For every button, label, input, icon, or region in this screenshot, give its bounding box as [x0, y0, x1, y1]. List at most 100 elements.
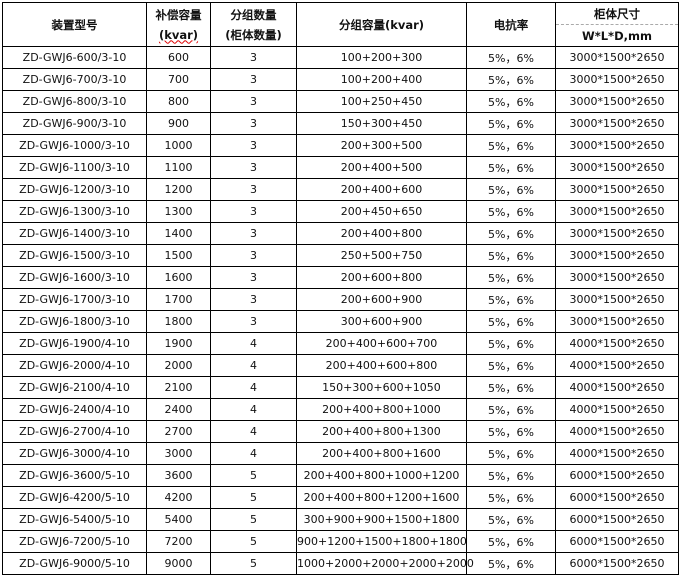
table-row: ZD-GWJ6-2700/4-10 2700 4 200+400+800+1300 5%… — [2, 420, 679, 443]
cell-model: ZD-GWJ6-600/3-10 — [2, 46, 147, 69]
table-row: ZD-GWJ6-1300/3-10 1300 3 200+450+650 5%，6% 30… — [2, 200, 679, 223]
cell-groups: 5 — [210, 486, 297, 509]
cell-group-capacity: 150+300+600+1050 — [296, 376, 467, 399]
cell-reactance: 5%，6% — [466, 68, 556, 91]
cell-model: ZD-GWJ6-7200/5-10 — [2, 530, 147, 553]
table-row: ZD-GWJ6-1000/3-10 1000 3 200+300+500 5%，6% 30… — [2, 134, 679, 157]
cell-reactance: 5%，6% — [466, 244, 556, 267]
table-row: ZD-GWJ6-1600/3-10 1600 3 200+600+800 5%，6% 30… — [2, 266, 679, 289]
cell-groups: 3 — [210, 156, 297, 179]
cell-model: ZD-GWJ6-2100/4-10 — [2, 376, 147, 399]
cell-group-capacity: 200+400+800+1000 — [296, 398, 467, 421]
cell-reactance: 5%，6% — [466, 354, 556, 377]
cell-cabinet-size: 6000*1500*2650 — [555, 552, 679, 575]
cell-cabinet-size: 3000*1500*2650 — [555, 178, 679, 201]
cell-cabinet-size: 6000*1500*2650 — [555, 464, 679, 487]
cell-cabinet-size: 4000*1500*2650 — [555, 420, 679, 443]
cell-cabinet-size: 3000*1500*2650 — [555, 288, 679, 311]
cell-cabinet-size: 3000*1500*2650 — [555, 156, 679, 179]
cell-groups: 5 — [210, 552, 297, 575]
table-row: ZD-GWJ6-7200/5-10 7200 5 900+1200+1500+1800… — [2, 530, 679, 553]
cell-reactance: 5%，6% — [466, 508, 556, 531]
cell-groups: 3 — [210, 244, 297, 267]
cell-reactance: 5%，6% — [466, 530, 556, 553]
cell-reactance: 5%，6% — [466, 288, 556, 311]
cell-group-capacity: 100+250+450 — [296, 90, 467, 113]
table-row: ZD-GWJ6-1100/3-10 1100 3 200+400+500 5%，6% 30… — [2, 156, 679, 179]
cell-model: ZD-GWJ6-700/3-10 — [2, 68, 147, 91]
cell-cabinet-size: 3000*1500*2650 — [555, 200, 679, 223]
cell-capacity: 1800 — [146, 310, 211, 333]
cell-group-capacity: 200+450+650 — [296, 200, 467, 223]
cell-groups: 3 — [210, 310, 297, 333]
cell-capacity: 1500 — [146, 244, 211, 267]
cell-group-capacity: 900+1200+1500+1800+1800 — [296, 530, 467, 553]
cell-reactance: 5%，6% — [466, 156, 556, 179]
cell-reactance: 5%，6% — [466, 112, 556, 135]
table-row: ZD-GWJ6-3600/5-10 3600 5 200+400+800+1000+1… — [2, 464, 679, 487]
cell-capacity: 4200 — [146, 486, 211, 509]
cell-groups: 3 — [210, 90, 297, 113]
cell-reactance: 5%，6% — [466, 310, 556, 333]
cell-reactance: 5%，6% — [466, 90, 556, 113]
header-reactance: 电抗率 — [466, 2, 556, 47]
cell-capacity: 800 — [146, 90, 211, 113]
cell-model: ZD-GWJ6-1800/3-10 — [2, 310, 147, 333]
cell-group-capacity: 200+400+600+700 — [296, 332, 467, 355]
cell-model: ZD-GWJ6-2700/4-10 — [2, 420, 147, 443]
cell-groups: 3 — [210, 46, 297, 69]
cell-group-capacity: 200+600+900 — [296, 288, 467, 311]
table-row: ZD-GWJ6-2400/4-10 2400 4 200+400+800+1000 5%… — [2, 398, 679, 421]
cell-capacity: 1600 — [146, 266, 211, 289]
table-row: ZD-GWJ6-2000/4-10 2000 4 200+400+600+800 5%，… — [2, 354, 679, 377]
cell-group-capacity: 200+400+800+1200+1600 — [296, 486, 467, 509]
cell-model: ZD-GWJ6-9000/5-10 — [2, 552, 147, 575]
cell-model: ZD-GWJ6-1500/3-10 — [2, 244, 147, 267]
cell-capacity: 1200 — [146, 178, 211, 201]
table-row: ZD-GWJ6-2100/4-10 2100 4 150+300+600+1050 5%… — [2, 376, 679, 399]
cell-capacity: 2000 — [146, 354, 211, 377]
cell-groups: 3 — [210, 222, 297, 245]
cell-reactance: 5%，6% — [466, 222, 556, 245]
header-size: 柜体尺寸 — [555, 2, 679, 25]
cell-reactance: 5%，6% — [466, 552, 556, 575]
cell-groups: 3 — [210, 112, 297, 135]
cell-group-capacity: 200+600+800 — [296, 266, 467, 289]
cell-cabinet-size: 3000*1500*2650 — [555, 222, 679, 245]
cell-cabinet-size: 4000*1500*2650 — [555, 354, 679, 377]
cell-capacity: 1700 — [146, 288, 211, 311]
cell-model: ZD-GWJ6-2400/4-10 — [2, 398, 147, 421]
table-row: ZD-GWJ6-1800/3-10 1800 3 300+600+900 5%，6% 30… — [2, 310, 679, 333]
cell-capacity: 1100 — [146, 156, 211, 179]
cell-model: ZD-GWJ6-3000/4-10 — [2, 442, 147, 465]
cell-capacity: 2100 — [146, 376, 211, 399]
header-size-unit: W*L*D,mm — [555, 24, 679, 47]
cell-groups: 3 — [210, 200, 297, 223]
cell-cabinet-size: 3000*1500*2650 — [555, 244, 679, 267]
cell-model: ZD-GWJ6-1600/3-10 — [2, 266, 147, 289]
cell-cabinet-size: 6000*1500*2650 — [555, 530, 679, 553]
cell-model: ZD-GWJ6-5400/5-10 — [2, 508, 147, 531]
table-row: ZD-GWJ6-1200/3-10 1200 3 200+400+600 5%，6% 30… — [2, 178, 679, 201]
cell-groups: 3 — [210, 266, 297, 289]
cell-capacity: 600 — [146, 46, 211, 69]
cell-reactance: 5%，6% — [466, 442, 556, 465]
cell-reactance: 5%，6% — [466, 332, 556, 355]
cell-reactance: 5%，6% — [466, 200, 556, 223]
cell-model: ZD-GWJ6-900/3-10 — [2, 112, 147, 135]
cell-group-capacity: 300+900+900+1500+1800 — [296, 508, 467, 531]
cell-cabinet-size: 3000*1500*2650 — [555, 90, 679, 113]
cell-cabinet-size: 6000*1500*2650 — [555, 486, 679, 509]
header-model: 装置型号 — [2, 2, 147, 47]
cell-group-capacity: 1000+2000+2000+2000+2000 — [296, 552, 474, 575]
cell-cabinet-size: 3000*1500*2650 — [555, 134, 679, 157]
cell-capacity: 700 — [146, 68, 211, 91]
cell-cabinet-size: 4000*1500*2650 — [555, 442, 679, 465]
table-row: ZD-GWJ6-1500/3-10 1500 3 250+500+750 5%，6% 30… — [2, 244, 679, 267]
cell-reactance: 5%，6% — [466, 46, 556, 69]
cell-group-capacity: 200+300+500 — [296, 134, 467, 157]
header-row: 装置型号 补偿容量 (kvar) 分组数量 (柜体数量) 分组容量(kvar) 电抗… — [2, 2, 679, 47]
cell-model: ZD-GWJ6-3600/5-10 — [2, 464, 147, 487]
cell-cabinet-size: 4000*1500*2650 — [555, 398, 679, 421]
